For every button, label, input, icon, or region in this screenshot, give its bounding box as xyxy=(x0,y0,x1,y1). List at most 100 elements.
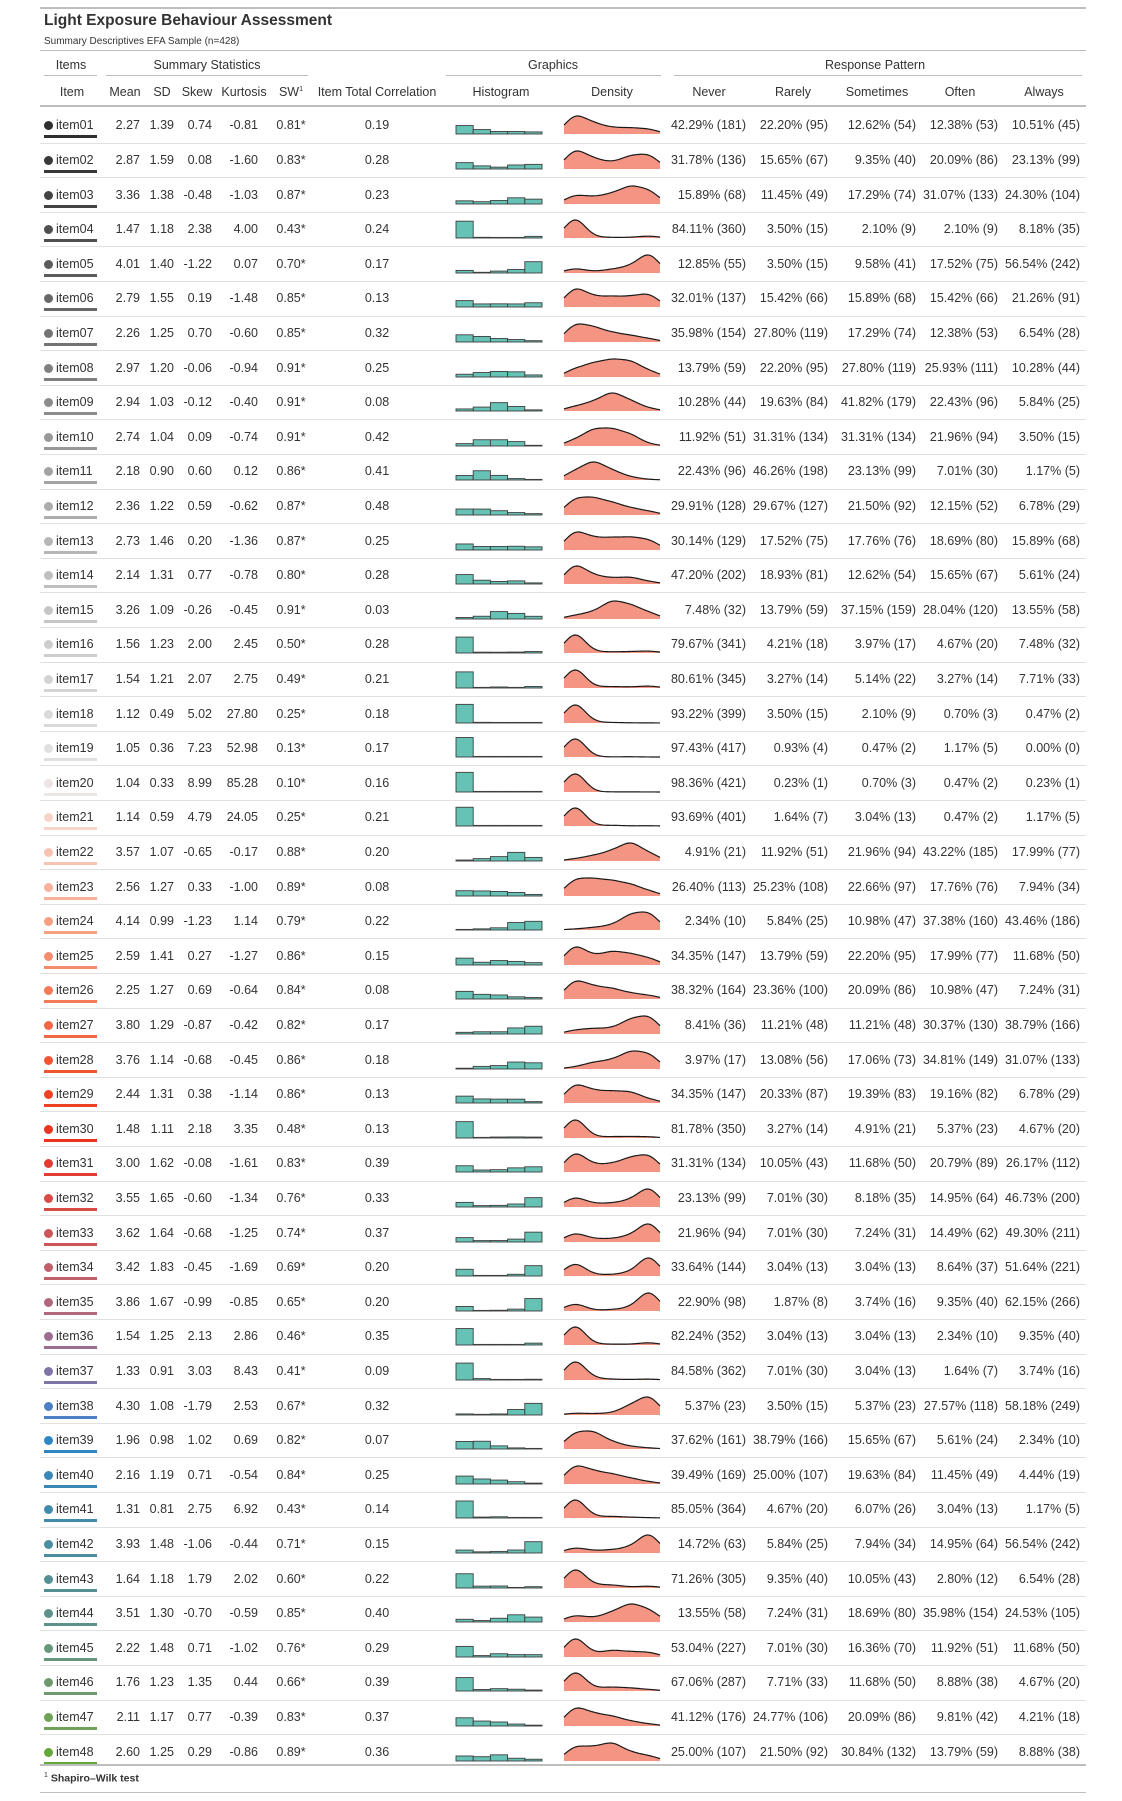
histogram-chart xyxy=(455,470,543,481)
density-area xyxy=(564,1500,660,1519)
density-line xyxy=(563,1534,661,1551)
sometimes-cell: 9.58% (41) xyxy=(854,256,916,271)
always-cell: 5.61% (24) xyxy=(1018,568,1080,583)
histogram-bar xyxy=(524,340,543,343)
item-label: item19 xyxy=(56,741,94,756)
density-area xyxy=(564,808,660,827)
row-separator xyxy=(40,800,1086,801)
item-color-underline xyxy=(44,308,97,312)
histogram-bar xyxy=(455,1268,474,1277)
histogram-bar xyxy=(489,721,509,723)
skew-cell: 0.74 xyxy=(187,118,212,133)
always-cell: 56.54% (242) xyxy=(1004,1536,1080,1551)
histogram-bar xyxy=(472,1169,491,1173)
histogram-bar xyxy=(472,1478,491,1485)
item-color-underline xyxy=(44,827,97,831)
itc-cell: 0.18 xyxy=(364,706,390,721)
sw-cell: 0.84* xyxy=(276,1467,306,1482)
sw-cell: 0.91* xyxy=(276,429,306,444)
skew-cell: -0.12 xyxy=(183,395,213,410)
row-separator xyxy=(40,1422,1086,1424)
row-separator xyxy=(40,1042,1086,1044)
sometimes-cell: 7.94% (34) xyxy=(854,1536,916,1551)
density-area xyxy=(564,669,660,688)
sw-cell: 0.86* xyxy=(276,1087,306,1102)
itc-cell: 0.08 xyxy=(364,983,390,998)
itc-cell: 0.32 xyxy=(364,325,390,340)
item-label: item42 xyxy=(56,1536,94,1551)
row-separator xyxy=(40,1388,1086,1390)
never-cell: 7.48% (32) xyxy=(684,602,746,617)
kurtosis-cell: 0.12 xyxy=(233,464,258,479)
bottom-rule xyxy=(40,1764,1086,1766)
rarely-cell: 0.23% (1) xyxy=(773,775,828,790)
item-color-dot xyxy=(44,1747,53,1757)
always-cell: 43.46% (186) xyxy=(1004,914,1080,929)
histogram-bar xyxy=(507,440,526,447)
always-cell: 62.15% (266) xyxy=(1004,1294,1080,1309)
histogram-bar xyxy=(455,671,474,689)
col-sw-label: SW xyxy=(278,85,300,99)
histogram-bar xyxy=(507,1136,526,1139)
never-cell: 14.72% (63) xyxy=(677,1536,746,1551)
histogram-bar xyxy=(472,889,491,896)
histogram-bar xyxy=(472,236,491,239)
item-color-dot xyxy=(44,744,53,754)
kurtosis-cell: 2.53 xyxy=(233,1398,258,1413)
mean-cell: 2.94 xyxy=(115,395,140,410)
always-cell: 46.73% (200) xyxy=(1004,1190,1080,1205)
density-line xyxy=(563,1638,661,1656)
sw-cell: 0.87* xyxy=(276,187,306,202)
item-cell: item17 xyxy=(44,671,94,687)
often-cell: 22.43% (96) xyxy=(929,395,998,410)
density-line xyxy=(563,1707,661,1726)
mean-cell: 2.87 xyxy=(115,152,140,167)
histogram-bar xyxy=(455,373,474,377)
item-cell: item47 xyxy=(44,1709,94,1725)
density-chart xyxy=(563,288,661,308)
item-color-dot xyxy=(44,778,53,788)
skew-cell: -0.87 xyxy=(183,1017,213,1032)
histogram-bar xyxy=(472,1413,491,1415)
sw-cell: 0.89* xyxy=(276,879,306,894)
row-separator xyxy=(40,211,1086,213)
mean-cell: 2.22 xyxy=(115,1640,140,1655)
histogram-bar xyxy=(455,807,474,827)
sometimes-cell: 12.62% (54) xyxy=(847,118,916,133)
row-separator xyxy=(40,419,1086,421)
item-cell: item23 xyxy=(44,879,94,895)
density-chart xyxy=(563,1603,661,1623)
sw-cell: 0.82* xyxy=(276,1017,306,1032)
mean-cell: 2.56 xyxy=(115,879,140,894)
sd-cell: 1.27 xyxy=(149,983,174,998)
sd-cell: 1.04 xyxy=(149,429,174,444)
item-color-underline xyxy=(44,1623,97,1627)
item-cell: item34 xyxy=(44,1259,94,1275)
kurtosis-cell: -1.48 xyxy=(229,291,259,306)
histogram-chart xyxy=(455,807,543,827)
item-color-underline xyxy=(44,1173,97,1177)
sw-cell: 0.91* xyxy=(276,395,306,410)
item-label: item44 xyxy=(56,1606,94,1621)
sd-cell: 1.07 xyxy=(149,844,174,859)
histogram-bar xyxy=(507,996,526,1000)
item-color-underline xyxy=(44,758,97,762)
never-cell: 53.04% (227) xyxy=(670,1640,746,1655)
skew-cell: 4.79 xyxy=(187,810,212,825)
item-color-dot xyxy=(44,1436,53,1446)
density-area xyxy=(564,462,660,481)
density-line xyxy=(563,461,661,481)
rarely-cell: 21.50% (92) xyxy=(759,1744,828,1759)
skew-cell: -0.65 xyxy=(183,844,213,859)
density-line xyxy=(563,496,661,514)
density-line xyxy=(563,911,661,931)
mean-cell: 2.26 xyxy=(115,325,140,340)
item-label: item16 xyxy=(56,637,94,652)
sw-cell: 0.76* xyxy=(276,1640,306,1655)
item-label: item31 xyxy=(56,1156,94,1171)
histogram-bar xyxy=(455,1755,474,1761)
rarely-cell: 24.77% (106) xyxy=(752,1709,828,1724)
item-color-dot xyxy=(44,294,53,304)
item-color-underline xyxy=(44,1207,97,1211)
always-cell: 17.99% (77) xyxy=(1011,844,1080,859)
